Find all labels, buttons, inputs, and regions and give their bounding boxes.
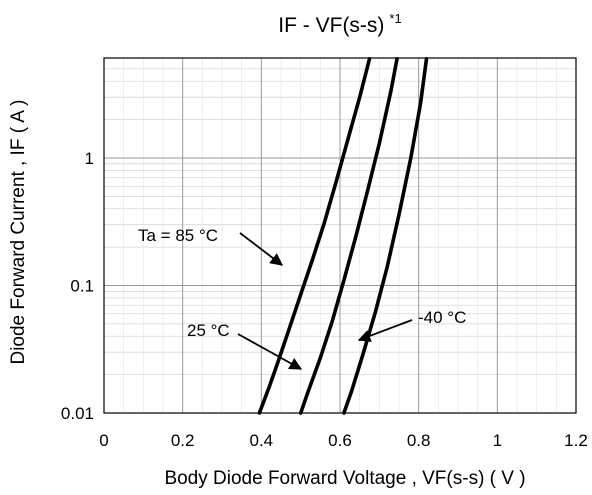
annotation-label-2: -40 °C <box>418 308 466 327</box>
y-tick-label: 1 <box>85 149 94 168</box>
series-line-0 <box>257 57 372 415</box>
annotation-arrow-0 <box>239 232 284 266</box>
annotation-arrow-2 <box>357 319 413 342</box>
x-tick-label: 0.6 <box>328 431 352 450</box>
annotation-arrow-1 <box>237 333 303 370</box>
x-tick-label: 0.4 <box>250 431 274 450</box>
series-line-1 <box>298 57 399 415</box>
x-tick-label: 0 <box>99 431 108 450</box>
x-tick-label: 0.2 <box>171 431 195 450</box>
annotation-label-1: 25 °C <box>187 321 230 340</box>
annotations: Ta = 85 °C 25 °C -40 °C <box>138 226 466 370</box>
x-tick-label: 1 <box>493 431 502 450</box>
y-tick-label: 0.01 <box>61 404 94 423</box>
x-tick-labels: 0 0.2 0.4 0.6 0.8 1 1.2 <box>99 431 588 450</box>
plot-frame <box>103 57 577 414</box>
series-line-2 <box>342 57 429 415</box>
x-tick-label: 0.8 <box>407 431 431 450</box>
x-tick-label: 1.2 <box>564 431 588 450</box>
annotation-label-0: Ta = 85 °C <box>138 226 218 245</box>
y-axis-label: Diode Forward Current , IF ( A ) <box>8 99 29 364</box>
x-axis-label: Body Diode Forward Voltage , VF(s-s) ( V… <box>164 468 525 489</box>
title-footnote: *1 <box>389 11 401 26</box>
y-tick-label: 0.1 <box>70 277 94 296</box>
series-lines <box>257 57 429 415</box>
chart-title: IF - VF(s-s) *1 <box>278 11 401 37</box>
y-tick-labels: 0.01 0.1 1 <box>61 149 94 423</box>
